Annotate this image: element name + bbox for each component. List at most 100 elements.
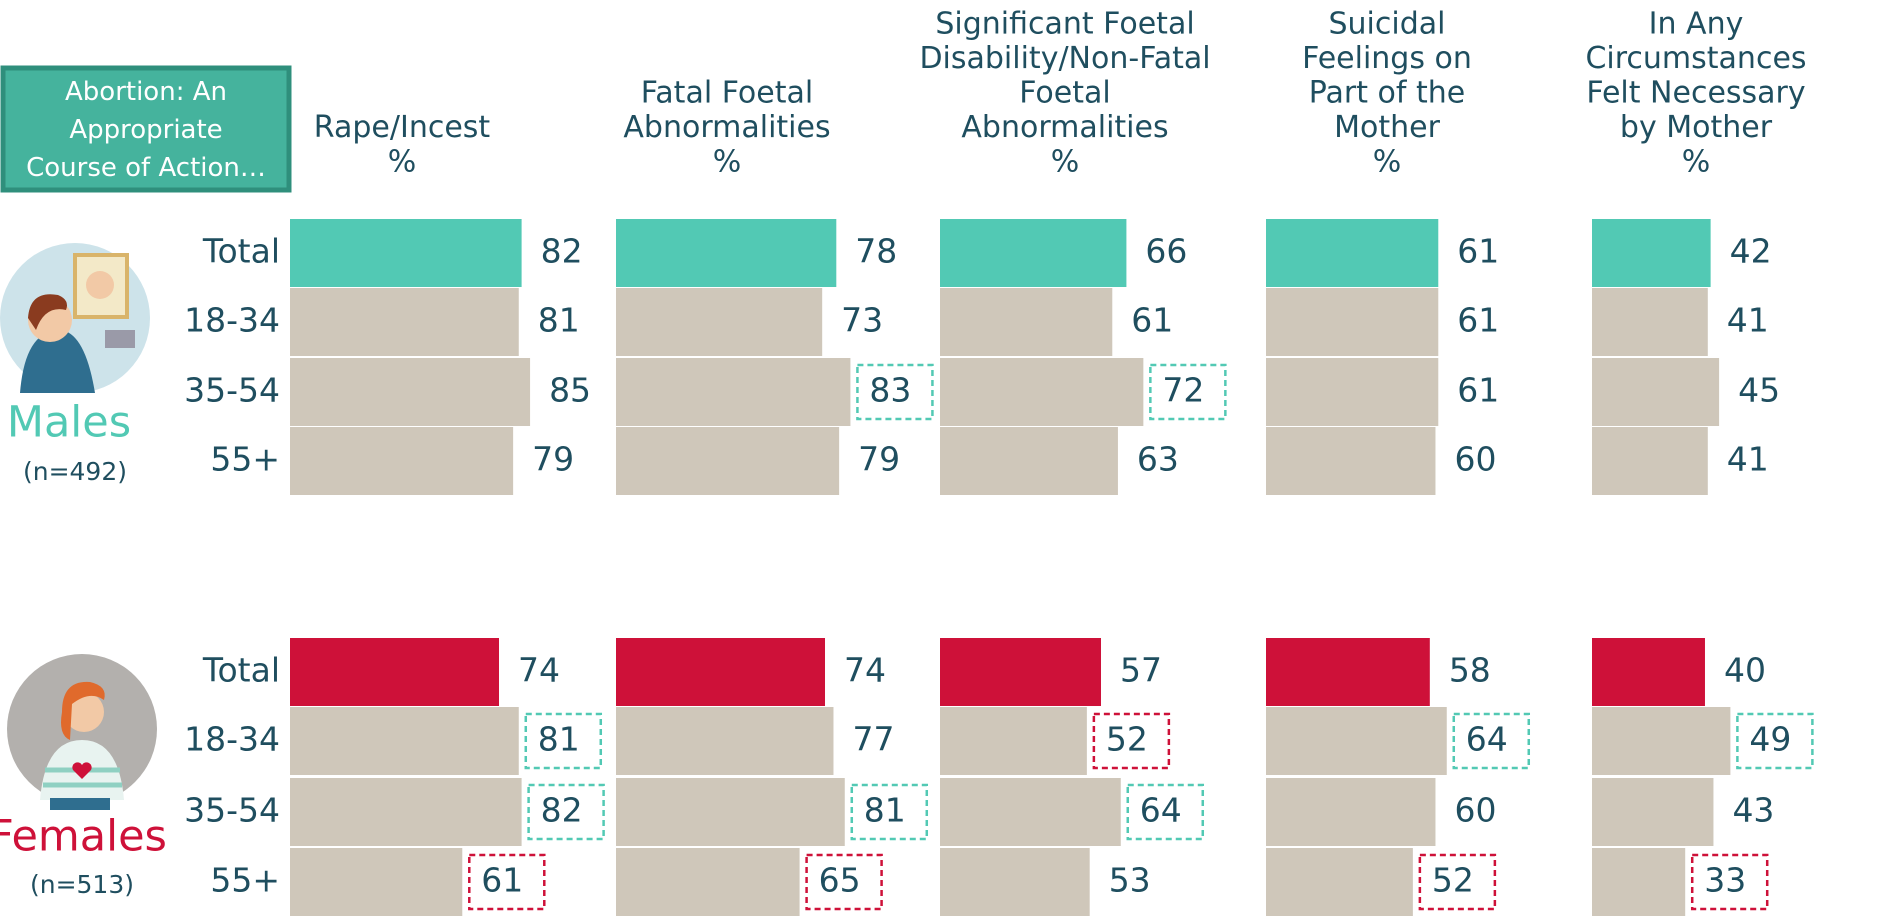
bar — [1266, 707, 1447, 775]
value-label: 79 — [532, 440, 574, 479]
value-label: 65 — [819, 861, 861, 900]
value-label: 72 — [1162, 371, 1204, 410]
bar — [1592, 427, 1708, 495]
bar — [616, 778, 845, 846]
bar — [616, 358, 850, 426]
value-label: 40 — [1724, 651, 1766, 690]
value-label: 83 — [869, 371, 911, 410]
column-title: Disability/Non-Fatal — [919, 41, 1210, 76]
bar — [1592, 638, 1705, 706]
bar — [290, 638, 499, 706]
bar — [940, 219, 1126, 287]
column-title: Part of the — [1309, 76, 1465, 111]
column-title: % — [1373, 145, 1402, 180]
bar — [616, 219, 836, 287]
female-icon — [7, 654, 157, 810]
bar — [940, 358, 1143, 426]
column-title: % — [1682, 145, 1711, 180]
bar — [1592, 288, 1708, 356]
bar — [1592, 707, 1730, 775]
value-label: 53 — [1109, 861, 1151, 900]
value-label: 78 — [855, 232, 897, 271]
value-label: 64 — [1466, 720, 1508, 759]
category-label: 18-34 — [184, 301, 280, 340]
column-title: Fatal Foetal — [641, 76, 813, 111]
bar — [1266, 427, 1435, 495]
column-title: by Mother — [1620, 110, 1773, 145]
bar — [940, 707, 1087, 775]
bar — [616, 288, 822, 356]
bar — [1266, 358, 1438, 426]
value-label: 81 — [538, 301, 580, 340]
column-title: Circumstances — [1585, 41, 1806, 76]
bar — [290, 288, 519, 356]
bar — [1266, 288, 1438, 356]
value-label: 85 — [549, 371, 591, 410]
value-label: 52 — [1432, 861, 1474, 900]
value-label: 79 — [858, 440, 900, 479]
bar — [290, 848, 462, 916]
value-label: 61 — [1457, 371, 1499, 410]
value-label: 49 — [1749, 720, 1791, 759]
value-label: 81 — [538, 720, 580, 759]
category-label: 35-54 — [184, 791, 280, 830]
value-label: 61 — [1457, 301, 1499, 340]
column-title: % — [388, 145, 417, 180]
column-title: Mother — [1334, 110, 1440, 145]
value-label: 41 — [1727, 301, 1769, 340]
group-label: Males — [7, 398, 131, 448]
value-label: 82 — [541, 791, 583, 830]
bar — [290, 358, 530, 426]
bar — [940, 427, 1118, 495]
bar — [940, 848, 1090, 916]
category-label: 35-54 — [184, 371, 280, 410]
value-label: 52 — [1106, 720, 1148, 759]
value-label: 43 — [1732, 791, 1774, 830]
bar — [616, 638, 825, 706]
bar — [290, 427, 513, 495]
value-label: 57 — [1120, 651, 1162, 690]
column-title: Abnormalities — [961, 110, 1168, 145]
chart: Abortion: AnAppropriateCourse of Action…… — [0, 0, 1893, 922]
column-title: Felt Necessary — [1586, 76, 1805, 111]
group-note: (n=492) — [23, 457, 127, 486]
column-title: Abnormalities — [623, 110, 830, 145]
category-label: Total — [202, 232, 280, 271]
bar — [616, 848, 800, 916]
column-title: Suicidal — [1329, 7, 1446, 42]
bar — [290, 707, 519, 775]
value-label: 82 — [541, 232, 583, 271]
bar — [616, 427, 839, 495]
bar — [1266, 848, 1413, 916]
category-label: 55+ — [210, 861, 280, 900]
bar — [1592, 848, 1685, 916]
value-label: 58 — [1449, 651, 1491, 690]
column-title: Significant Foetal — [935, 7, 1194, 42]
value-label: 66 — [1145, 232, 1187, 271]
value-label: 63 — [1137, 440, 1179, 479]
category-label: 18-34 — [184, 720, 280, 759]
value-label: 42 — [1730, 232, 1772, 271]
group-note: (n=513) — [30, 870, 134, 899]
value-label: 33 — [1704, 861, 1746, 900]
bar — [940, 288, 1112, 356]
bar — [290, 219, 522, 287]
bar — [1592, 778, 1713, 846]
bar — [290, 778, 522, 846]
column-title: Foetal — [1019, 76, 1110, 111]
group-label: Females — [0, 812, 167, 862]
column-title: Rape/Incest — [314, 110, 491, 145]
bar — [1266, 638, 1430, 706]
bar — [1266, 778, 1435, 846]
category-label: 55+ — [210, 440, 280, 479]
value-label: 74 — [844, 651, 886, 690]
value-label: 77 — [852, 720, 894, 759]
male-icon — [0, 243, 150, 393]
value-label: 61 — [1131, 301, 1173, 340]
bar — [1592, 358, 1719, 426]
value-label: 60 — [1454, 440, 1496, 479]
bar — [940, 638, 1101, 706]
column-title: Feelings on — [1302, 41, 1472, 76]
value-label: 64 — [1140, 791, 1182, 830]
value-label: 81 — [864, 791, 906, 830]
